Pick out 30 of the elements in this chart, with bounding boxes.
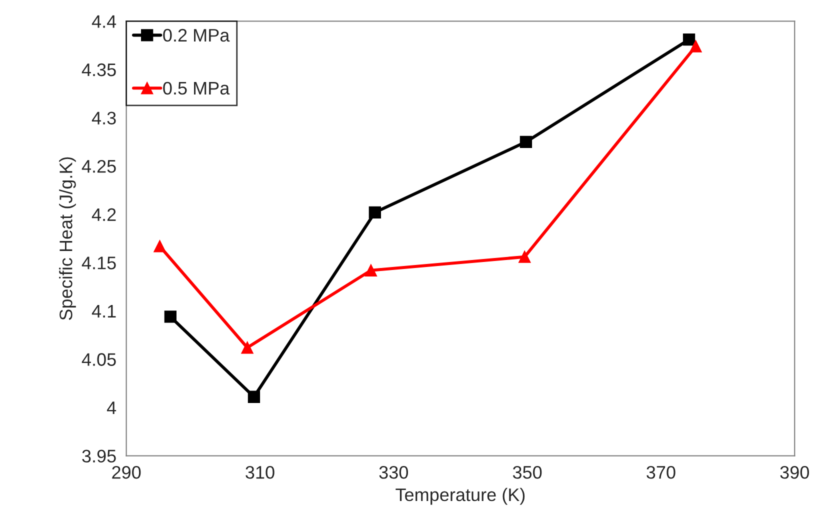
y-tick-label: 4.15 [82, 256, 116, 270]
point [368, 206, 382, 218]
y-axis-title: Specific Heat (J/g.K) [59, 157, 76, 320]
y-tick-label: 4.1 [92, 305, 116, 318]
point [520, 136, 532, 148]
legend-label: 0.5 MPa [163, 82, 230, 95]
y-tick-label: 3.95 [82, 450, 116, 463]
x-tick-label: 350 [512, 466, 542, 479]
y-tick-label: 4 [106, 402, 116, 414]
point [682, 33, 696, 46]
point [154, 240, 166, 252]
y-tick-label: 4.25 [82, 160, 116, 173]
point [690, 40, 702, 52]
y-tick-label: 4.05 [82, 353, 116, 366]
point [248, 390, 260, 403]
x-tick-label: 310 [246, 466, 274, 479]
point [518, 250, 531, 263]
y-tick-label: 4.35 [82, 63, 116, 76]
y-tick-label: 4.4 [92, 15, 116, 28]
point [241, 342, 254, 354]
x-tick-label: 390 [780, 466, 809, 479]
x-tick-label: 330 [379, 466, 408, 479]
y-tick-label: 4.3 [92, 112, 116, 124]
y-tick-label: 4.2 [92, 208, 116, 221]
x-tick-label: 290 [112, 466, 141, 479]
legend-label: 0.2 MPa [163, 28, 230, 42]
x-axis-title: Temperature (K) [396, 488, 525, 505]
x-tick-label: 370 [646, 466, 676, 479]
point [164, 310, 177, 323]
point [364, 264, 377, 276]
